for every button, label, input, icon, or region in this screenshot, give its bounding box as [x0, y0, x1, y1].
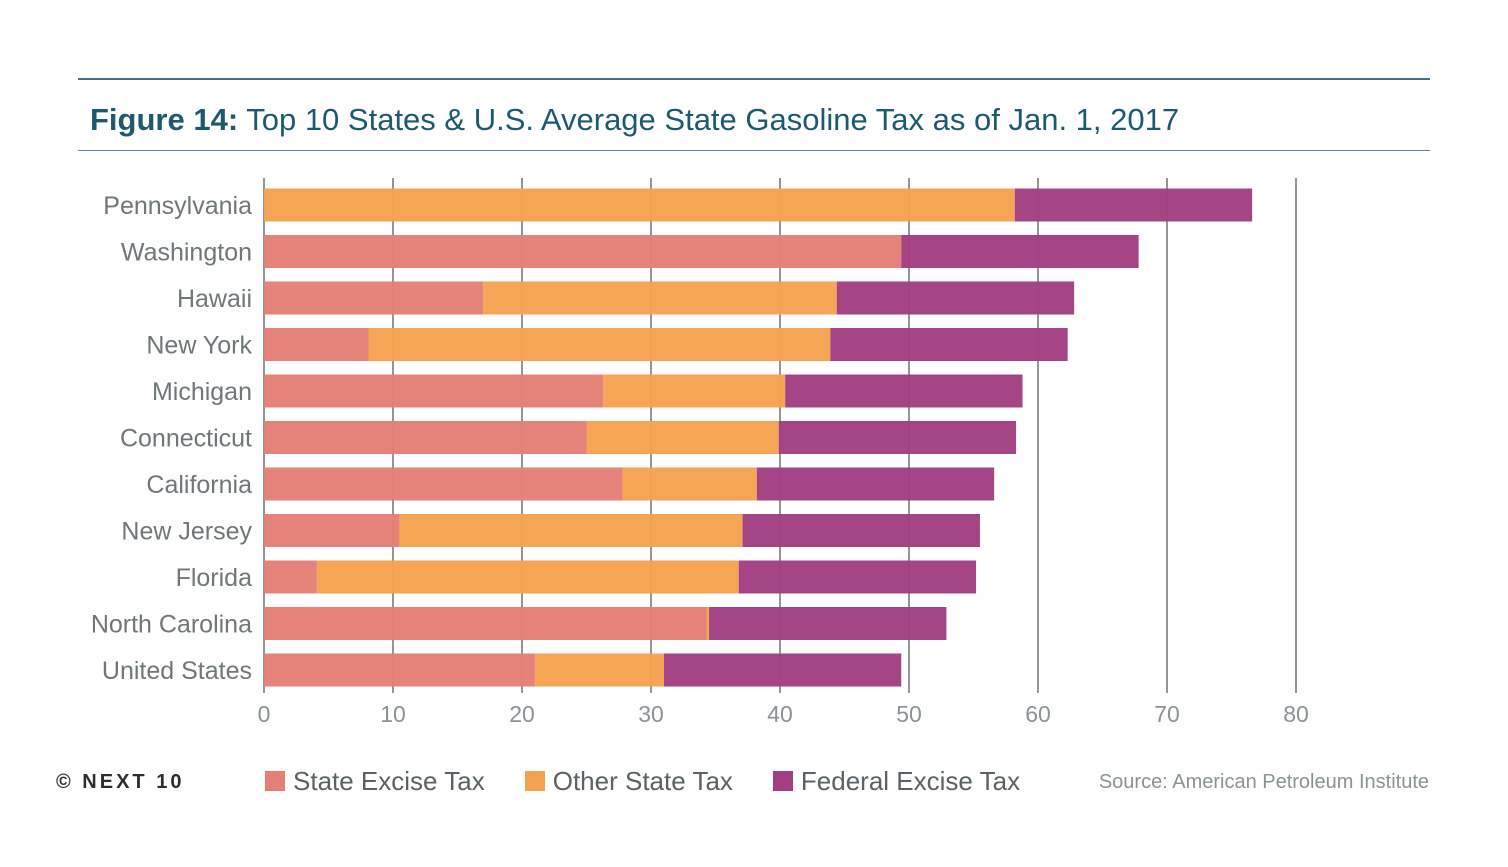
category-label-new-york: New York	[146, 332, 252, 360]
bar-washington-series-2	[901, 235, 1139, 268]
bar-connecticut-series-1	[586, 421, 779, 454]
legend-label-federal-excise: Federal Excise Tax	[800, 765, 1021, 796]
x-tick-label-10: 10	[380, 701, 406, 727]
legend-item-federal-excise: Federal Excise Tax	[772, 765, 1021, 797]
category-label-pennsylvania: Pennsylvania	[103, 192, 252, 220]
bar-north-carolina-series-1	[706, 607, 710, 640]
header-rule-top	[78, 78, 1430, 80]
category-label-florida: Florida	[176, 564, 253, 592]
legend-swatch-state-excise	[265, 771, 285, 791]
bar-connecticut-series-0	[264, 421, 587, 454]
bar-new-york-series-2	[830, 328, 1068, 361]
x-tick-label-50: 50	[896, 701, 922, 727]
legend-item-other-state: Other State Tax	[524, 765, 733, 797]
legend-swatch-federal-excise	[772, 771, 793, 791]
x-tick-label-80: 80	[1283, 701, 1309, 727]
x-tick-label-0: 0	[258, 701, 271, 727]
bar-florida-series-2	[738, 560, 977, 594]
bar-michigan-series-0	[264, 374, 604, 408]
figure-number: Figure 14:	[90, 102, 239, 137]
category-label-united-states: United States	[102, 657, 252, 685]
bar-north-carolina-series-0	[264, 607, 707, 640]
category-label-michigan: Michigan	[152, 378, 252, 406]
bar-michigan-series-1	[603, 374, 786, 408]
bar-hawaii-series-2	[836, 281, 1075, 315]
legend-label-other-state: Other State Tax	[552, 765, 733, 796]
category-labels: Pennsylvania Washington Hawaii New York Mich…	[91, 192, 253, 685]
x-tick-label-70: 70	[1154, 701, 1180, 727]
bar-new-york-series-0	[264, 328, 369, 361]
legend-label-state-excise: State Excise Tax	[293, 765, 485, 796]
bar-hawaii-series-1	[483, 281, 837, 315]
bar-washington-series-0	[264, 235, 902, 268]
bar-florida-series-1	[316, 560, 739, 594]
x-tick-label-60: 60	[1025, 701, 1051, 727]
x-tick-label-20: 20	[509, 701, 535, 727]
bar-north-carolina-series-2	[709, 607, 947, 640]
bar-michigan-series-2	[785, 374, 1023, 408]
bar-florida-series-0	[264, 560, 317, 594]
bar-united-states-series-1	[534, 653, 664, 687]
x-tick-label-30: 30	[638, 701, 664, 727]
bar-california-series-0	[264, 467, 623, 501]
x-axis-tick-labels: 0 10 20 30 40 50 60 70 80	[258, 701, 1309, 727]
category-label-north-carolina: North Carolina	[91, 611, 252, 639]
header-rule-bottom	[78, 150, 1430, 151]
bar-california-series-2	[756, 467, 995, 501]
bar-hawaii-series-0	[264, 281, 484, 315]
legend-swatch-other-state	[524, 771, 545, 791]
bars	[264, 188, 1253, 687]
chart-legend: State Excise Tax Other State Tax Federal…	[265, 764, 1060, 798]
category-label-new-jersey: New Jersey	[121, 518, 252, 546]
bar-new-jersey-series-1	[399, 514, 743, 547]
bar-connecticut-series-2	[778, 421, 1017, 454]
category-label-washington: Washington	[121, 239, 252, 267]
figure-title: Figure 14: Top 10 States & U.S. Average …	[90, 100, 1179, 140]
legend-item-state-excise: State Excise Tax	[265, 766, 485, 797]
category-label-hawaii: Hawaii	[177, 285, 252, 313]
bar-california-series-1	[622, 467, 757, 501]
category-label-connecticut: Connecticut	[120, 425, 252, 453]
source-note: Source: American Petroleum Institute	[1098, 771, 1429, 793]
category-label-california: California	[146, 471, 252, 499]
bar-new-jersey-series-2	[742, 514, 980, 547]
figure-title-text: Top 10 States & U.S. Average State Gasol…	[246, 102, 1180, 137]
bar-pennsylvania-series-1	[264, 188, 1015, 222]
copyright-text: © NEXT 10	[56, 771, 185, 793]
x-tick-label-40: 40	[767, 701, 793, 727]
bar-new-york-series-1	[368, 328, 831, 361]
bar-united-states-series-2	[663, 653, 902, 687]
bar-new-jersey-series-0	[264, 514, 400, 547]
bar-united-states-series-0	[264, 653, 535, 687]
bar-pennsylvania-series-2	[1014, 188, 1253, 222]
